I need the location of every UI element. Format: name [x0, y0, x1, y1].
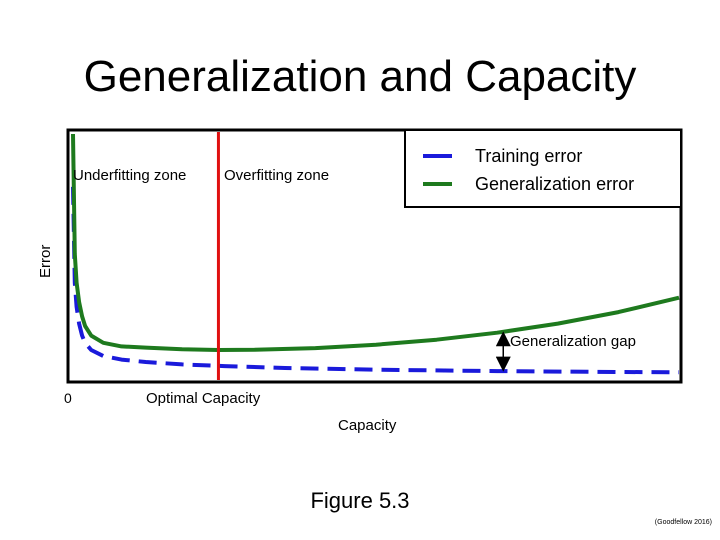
legend-label-generalization: Generalization error: [475, 174, 634, 194]
slide-title: Generalization and Capacity: [83, 52, 637, 101]
optimal-capacity-label: Optimal Capacity: [146, 390, 261, 407]
plot-frame: [66, 128, 683, 384]
figure-caption: Figure 5.3: [310, 488, 410, 513]
underfitting-zone-label: Underfitting zone: [73, 167, 186, 184]
training-error-line: [71, 186, 680, 375]
generalization-gap-label: Generalization gap: [510, 333, 636, 350]
citation: (Goodfellow 2016): [654, 519, 712, 526]
x-axis-label: Capacity: [338, 417, 397, 434]
legend-label-training: Training error: [475, 146, 582, 166]
overfitting-zone-label: Overfitting zone: [224, 167, 329, 184]
generalization-error-line: [71, 133, 680, 352]
legend: Training error Generalization error: [404, 129, 682, 208]
legend-box: [404, 129, 682, 208]
x-tick-label-0: 0: [64, 390, 72, 406]
y-axis-label: Error: [37, 245, 54, 278]
